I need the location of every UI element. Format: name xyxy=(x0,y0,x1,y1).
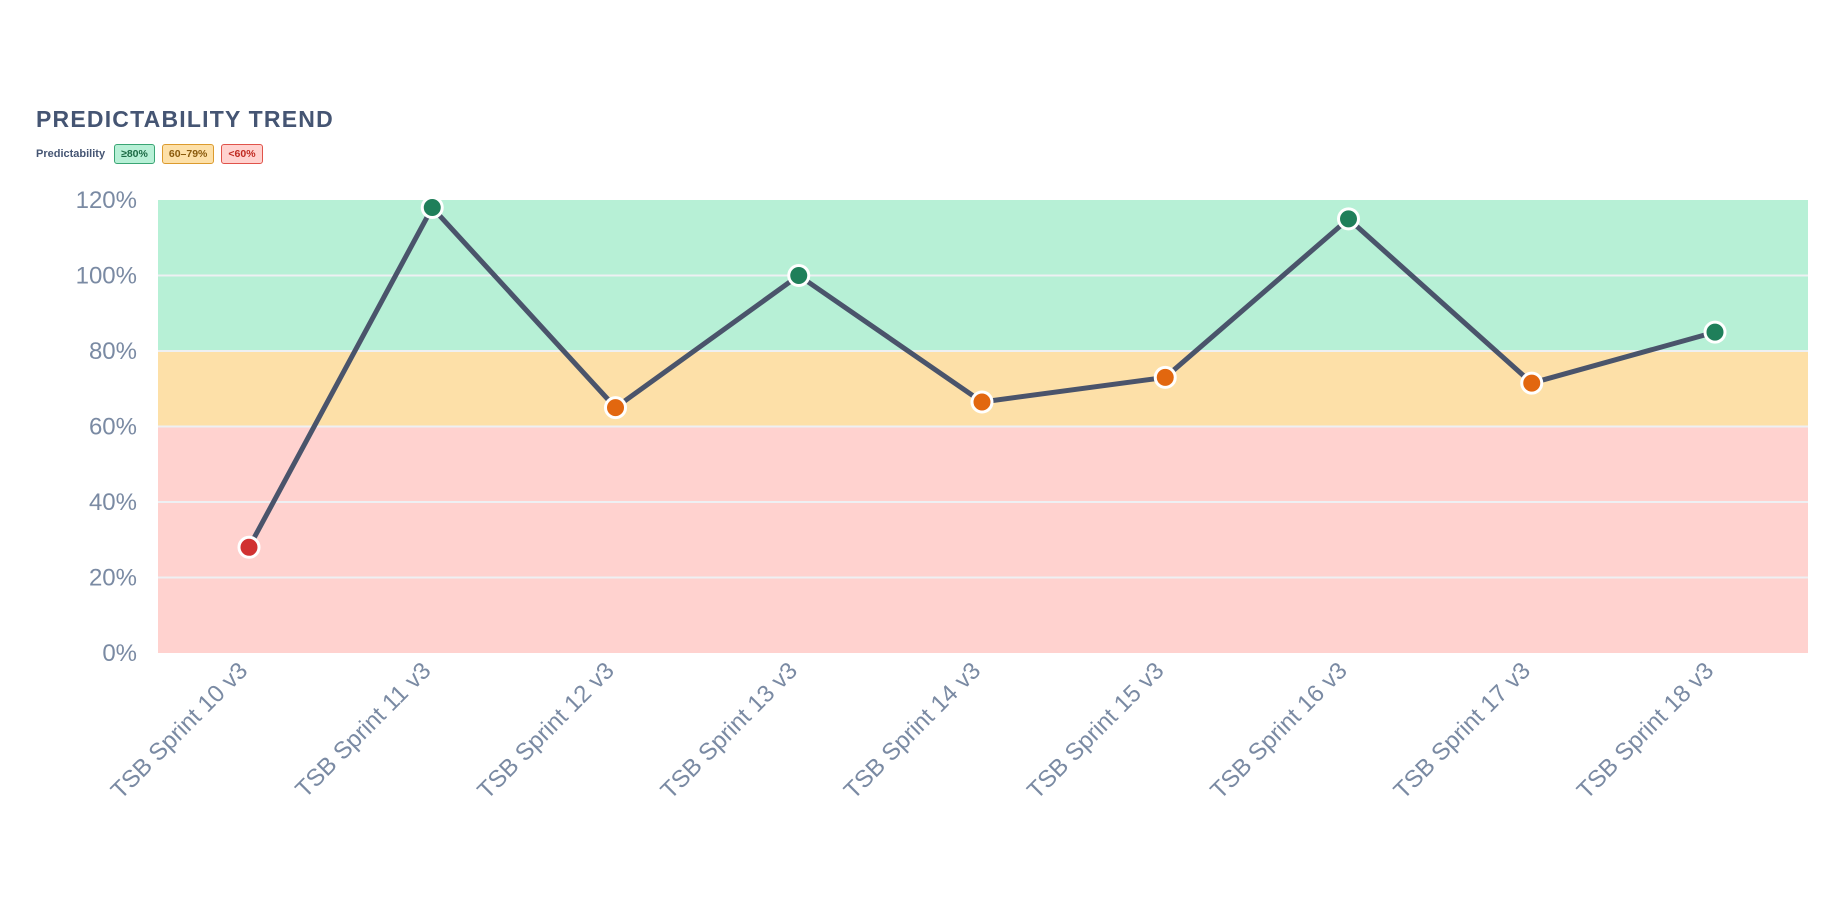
y-tick-label: 60% xyxy=(89,414,137,441)
x-tick-label: TSB Sprint 14 v3 xyxy=(839,657,986,804)
y-axis: 0% 20% 40% 60% 80% 100% 120% xyxy=(76,187,137,667)
x-tick-label: TSB Sprint 16 v3 xyxy=(1205,657,1352,804)
y-tick-label: 20% xyxy=(89,565,137,592)
x-tick-label: TSB Sprint 13 v3 xyxy=(656,657,803,804)
y-tick-label: 0% xyxy=(102,640,137,667)
data-point xyxy=(420,196,444,220)
legend: Predictability ≥80% 60–79% <60% xyxy=(36,144,263,164)
data-point xyxy=(1153,365,1177,389)
x-tick-label: TSB Sprint 18 v3 xyxy=(1572,657,1719,804)
data-point xyxy=(1703,320,1727,344)
data-point xyxy=(604,396,627,420)
x-tick-label: TSB Sprint 15 v3 xyxy=(1022,657,1169,804)
legend-chip-medium: 60–79% xyxy=(161,144,215,164)
data-point xyxy=(1520,371,1544,395)
y-tick-label: 40% xyxy=(89,489,137,516)
data-points xyxy=(237,196,1727,559)
data-point xyxy=(1337,207,1360,231)
gridlines xyxy=(158,274,1808,579)
band-low xyxy=(158,426,1808,653)
data-point xyxy=(237,535,261,559)
band-medium xyxy=(158,351,1808,427)
y-tick-label: 80% xyxy=(89,338,137,365)
legend-chip-low: <60% xyxy=(221,144,263,164)
y-tick-label: 120% xyxy=(76,187,137,214)
x-tick-label: TSB Sprint 10 v3 xyxy=(106,657,253,804)
data-point xyxy=(787,264,811,287)
x-tick-label: TSB Sprint 17 v3 xyxy=(1389,657,1536,804)
legend-label: Predictability xyxy=(36,148,106,160)
x-tick-label: TSB Sprint 11 v3 xyxy=(290,657,436,803)
chart-title: PREDICTABILITY TREND xyxy=(36,106,334,132)
x-axis: TSB Sprint 10 v3 TSB Sprint 11 v3 TSB Spri… xyxy=(106,657,1719,804)
y-tick-label: 100% xyxy=(76,263,137,290)
legend-chip-high: ≥80% xyxy=(114,144,155,164)
data-point xyxy=(970,390,994,414)
x-tick-label: TSB Sprint 12 v3 xyxy=(472,657,619,804)
